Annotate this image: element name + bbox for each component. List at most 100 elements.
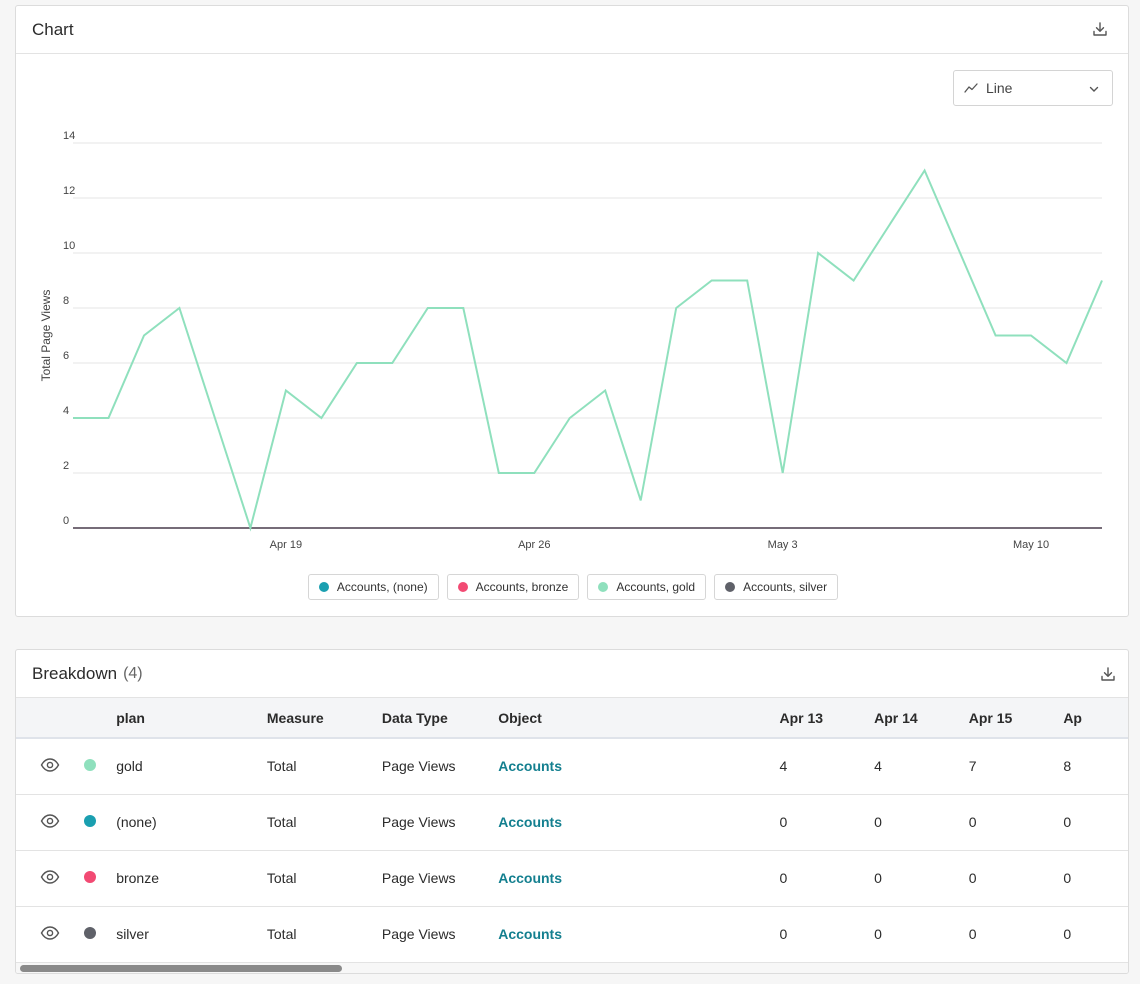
breakdown-table: plan Measure Data Type Object Apr 13 Apr… (16, 698, 1128, 963)
breakdown-panel: Breakdown (4) plan Measure Data Type Obj… (15, 649, 1129, 974)
value-cell: 0 (874, 814, 882, 830)
measure-cell: Total (266, 870, 297, 886)
eye-icon (40, 869, 60, 887)
chart-type-dropdown[interactable]: Line (953, 70, 1113, 106)
series-line-accounts--gold (73, 168, 1103, 532)
measure-cell: Total (266, 814, 297, 830)
plan-cell: silver (116, 926, 149, 942)
eye-icon (40, 758, 60, 775)
value-cell: 0 (968, 870, 977, 886)
chart-panel: Chart 0 2 4 6 8 10 12 14 Apr 19 Apr 26 May 3 May 10… (15, 5, 1129, 617)
column-header-date[interactable]: Apr 13 (779, 709, 824, 726)
table-row: gold Total Page Views Accounts 4 4 7 8 (16, 738, 1128, 794)
value-cell: 0 (1063, 870, 1072, 886)
value-cell: 0 (779, 870, 788, 886)
horizontal-scrollbar[interactable] (16, 963, 1128, 973)
y-tick-label: 10 (63, 240, 75, 252)
y-tick-label: 0 (63, 515, 69, 527)
x-tick-label: Apr 19 (270, 539, 302, 551)
legend-item[interactable]: Accounts, (none) (307, 574, 439, 600)
series-color-dot (83, 927, 96, 939)
series-color-dot (83, 759, 96, 772)
series-color-cell (83, 794, 116, 850)
visibility-toggle[interactable] (16, 738, 84, 794)
object-link[interactable]: Accounts (498, 758, 562, 775)
legend-label: Accounts, silver (743, 580, 828, 594)
chart-panel-title: Chart (32, 19, 74, 39)
table-row: bronze Total Page Views Accounts 0 0 0 0 (16, 850, 1128, 906)
column-header-color (84, 698, 116, 738)
value-cell: 0 (1063, 926, 1072, 942)
column-header-data-type[interactable]: Data Type (381, 709, 448, 726)
download-icon[interactable] (1100, 666, 1118, 684)
legend-color-dot (457, 582, 468, 592)
value-cell: 4 (874, 758, 882, 775)
x-tick-label: May 10 (1013, 539, 1049, 551)
x-tick-label: May 3 (768, 539, 798, 551)
series-color-cell (83, 738, 116, 794)
table-row: (none) Total Page Views Accounts 0 0 0 0 (16, 794, 1128, 850)
visibility-toggle[interactable] (16, 794, 84, 850)
scrollbar-thumb[interactable] (20, 965, 342, 972)
value-cell: 4 (779, 758, 788, 775)
y-tick-label: 8 (63, 295, 69, 307)
column-header-visibility (16, 698, 84, 738)
y-tick-label: 14 (63, 130, 75, 142)
measure-cell: Total (266, 758, 297, 775)
legend-label: Accounts, bronze (475, 580, 569, 594)
object-link[interactable]: Accounts (498, 814, 562, 830)
chart-type-value: Line (986, 80, 1013, 96)
plan-cell: gold (116, 758, 143, 775)
legend-item[interactable]: Accounts, bronze (446, 574, 580, 600)
table-row: silver Total Page Views Accounts 0 0 0 0 (16, 906, 1128, 962)
visibility-toggle[interactable] (16, 906, 84, 962)
legend-color-dot (598, 582, 609, 592)
column-header-date[interactable]: Apr 14 (874, 709, 918, 726)
object-cell: Accounts (498, 850, 779, 906)
visibility-toggle[interactable] (16, 850, 84, 906)
chart-panel-header: Chart (16, 6, 1128, 54)
plan-cell: (none) (116, 814, 157, 830)
chevron-down-icon (1088, 82, 1100, 98)
data-type-cell: Page Views (381, 758, 456, 775)
column-header-plan[interactable]: plan (116, 709, 145, 726)
x-tick-label: Apr 26 (518, 539, 550, 551)
download-icon[interactable] (1092, 21, 1110, 39)
series-color-dot (83, 815, 96, 827)
table-body: gold Total Page Views Accounts 4 4 7 8 (none) Tot… (16, 738, 1128, 962)
value-cell: 0 (1063, 814, 1072, 830)
data-type-cell: Page Views (381, 926, 456, 942)
column-header-object[interactable]: Object (498, 709, 542, 726)
series-color-cell (83, 906, 116, 962)
column-header-date[interactable]: Apr 15 (968, 709, 1013, 726)
legend-item[interactable]: Accounts, gold (587, 574, 707, 600)
value-cell: 0 (968, 926, 977, 942)
breakdown-count: (4) (123, 664, 143, 682)
table-header-row: plan Measure Data Type Object Apr 13 Apr… (16, 698, 1128, 738)
y-tick-label: 4 (63, 405, 69, 417)
object-link[interactable]: Accounts (498, 870, 562, 886)
column-header-measure[interactable]: Measure (266, 709, 324, 726)
column-header-date[interactable]: Ap (1063, 709, 1082, 726)
object-cell: Accounts (498, 794, 779, 850)
chart-legend: Accounts, (none) Accounts, bronze Accounts… (16, 574, 1130, 600)
object-link[interactable]: Accounts (498, 926, 562, 942)
measure-cell: Total (266, 926, 297, 942)
legend-item[interactable]: Accounts, silver (714, 574, 839, 600)
value-cell: 8 (1063, 758, 1072, 775)
data-type-cell: Page Views (381, 814, 456, 830)
object-cell: Accounts (498, 906, 779, 962)
value-cell: 0 (874, 870, 882, 886)
eye-icon (40, 813, 60, 831)
object-cell: Accounts (498, 738, 779, 794)
plan-cell: bronze (116, 870, 159, 886)
data-type-cell: Page Views (381, 870, 456, 886)
breakdown-panel-header: Breakdown (4) (16, 650, 1128, 698)
value-cell: 0 (968, 814, 977, 830)
series-color-cell (83, 850, 116, 906)
y-axis-title: Total Page Views (39, 290, 53, 382)
y-tick-label: 12 (63, 185, 75, 197)
y-tick-label: 6 (63, 350, 69, 362)
legend-color-dot (725, 582, 736, 592)
value-cell: 0 (779, 926, 788, 942)
